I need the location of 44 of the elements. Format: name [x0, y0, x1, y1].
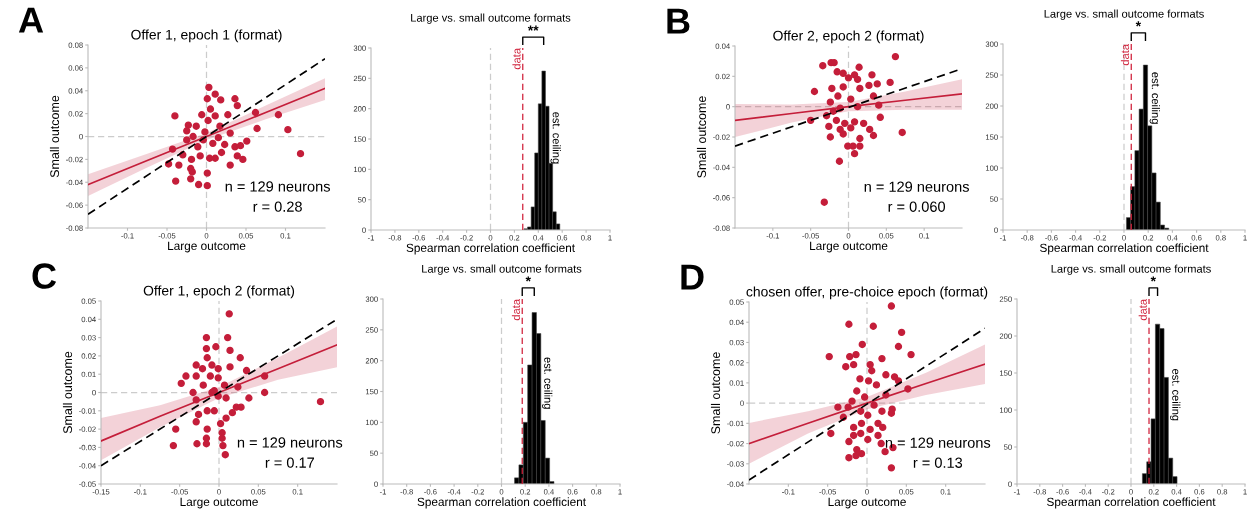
annotation: est. ceiling [541, 357, 553, 409]
x-axis-title: Spearman correlation coefficient [417, 497, 586, 509]
x-axis-title: Spearman correlation coefficient [406, 243, 575, 255]
x-axis-title: Spearman correlation coefficient [1047, 497, 1216, 509]
annotation: r = 0.13 [913, 457, 963, 468]
annotation: r = 0.28 [253, 201, 302, 212]
ref-line-label: data [512, 48, 521, 70]
ref-line-label: data [511, 299, 521, 321]
chart-title: Large vs. small outcome formats [1044, 9, 1204, 20]
ref-line-label: data [1120, 44, 1130, 66]
ref-line-label: data [1138, 299, 1147, 321]
x-axis-title: Large outcome [168, 241, 246, 253]
y-axis-title: Small outcome [62, 351, 73, 434]
annotation: n = 129 neurons [225, 181, 330, 192]
y-axis-title: Small outcome [710, 352, 721, 434]
chart-title: Large vs. small outcome formats [1051, 264, 1211, 275]
x-axis-title: Spearman correlation coefficient [1040, 243, 1209, 255]
text: ** [527, 25, 539, 31]
annotation: est. ceiling [1170, 369, 1181, 421]
y-axis-title: Small outcome [696, 96, 707, 178]
chart-title: Offer 2, epoch 2 (format) [773, 30, 924, 44]
chart-title: Large vs. small outcome formats [411, 13, 571, 24]
chart-title: Offer 1, epoch 1 (format) [131, 29, 282, 43]
text: D [681, 264, 704, 290]
chart-title: chosen offer, pre-choice epoch (format) [746, 286, 988, 300]
x-axis-title: Large outcome [180, 497, 258, 509]
annotation: n = 129 neurons [864, 181, 969, 192]
annotation: est. ceiling [1149, 72, 1160, 124]
text: * [1150, 276, 1156, 282]
x-axis-title: Large outcome [810, 241, 888, 253]
text: * [525, 276, 531, 282]
annotation: n = 129 neurons [237, 437, 343, 448]
text: C [32, 263, 57, 289]
text: A [18, 7, 44, 33]
annotation: est. ceiling [550, 112, 561, 164]
annotation: r = 0.17 [265, 457, 314, 468]
annotation: r = 0.060 [888, 201, 946, 212]
text: * [1135, 21, 1142, 27]
y-axis-title: Small outcome [49, 95, 60, 178]
chart-title: Large vs. small outcome formats [422, 264, 582, 275]
chart-title: Offer 1, epoch 2 (format) [143, 285, 295, 299]
text: B [667, 8, 690, 34]
x-axis-title: Large outcome [828, 497, 906, 509]
annotation: n = 129 neurons [885, 437, 991, 448]
